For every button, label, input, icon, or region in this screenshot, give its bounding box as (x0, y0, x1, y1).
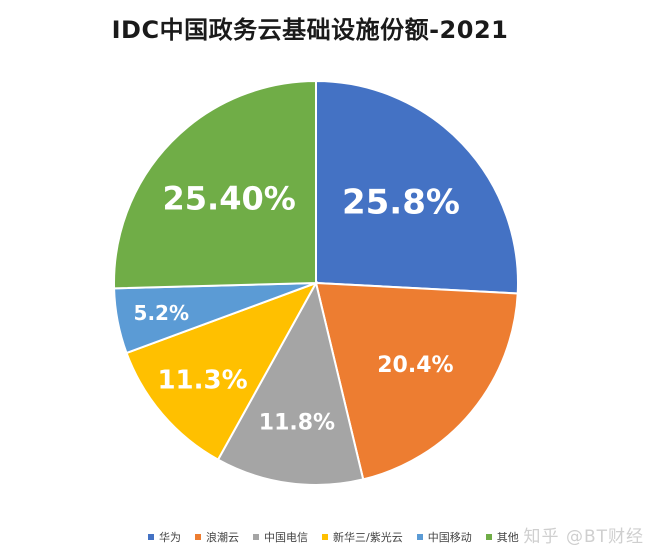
data-label-4: 11.3% (157, 365, 247, 395)
legend-label: 新华三/紫光云 (333, 531, 403, 544)
legend-item-3: 中国电信 (253, 529, 308, 545)
data-label-5: 5.2% (134, 301, 189, 325)
pie-slice-3 (216, 280, 365, 486)
data-label-2: 20.4% (377, 353, 453, 378)
legend-label: 华为 (159, 531, 181, 544)
legend-item-6: 其他 (485, 529, 519, 545)
pie-slice-1 (315, 79, 519, 295)
legend-label: 中国移动 (427, 531, 472, 544)
legend-item-2: 浪潮云 (195, 529, 239, 545)
legend-label: 中国电信 (264, 531, 308, 544)
legend-swatch-icon (148, 534, 154, 540)
legend-label: 浪潮云 (206, 531, 239, 544)
data-label-6: 25.40% (163, 179, 296, 217)
data-label-3: 11.8% (259, 411, 335, 436)
watermark-text: 知乎 @BT财经 (523, 527, 644, 547)
pie-slice-6 (113, 79, 317, 290)
legend-swatch-icon (416, 534, 423, 540)
legend-item-4: 新华三/紫光云 (322, 529, 403, 545)
data-label-1: 25.8% (342, 182, 460, 222)
legend-swatch-icon (485, 534, 492, 540)
legend-item-1: 华为 (148, 529, 181, 545)
legend-item-5: 中国移动 (416, 529, 472, 545)
legend-swatch-icon (253, 534, 259, 540)
legend-swatch-icon (195, 534, 201, 540)
legend-label: 其他 (496, 531, 519, 544)
legend-swatch-icon (322, 534, 328, 540)
pie-slice-4 (125, 281, 319, 462)
chart-legend: 华为 浪潮云 中国电信 新华三/紫光云 中国移动 其他 (148, 529, 533, 545)
chart-title: IDC中国政务云基础设施份额-2021 (111, 16, 509, 44)
pie-slice-2 (314, 281, 519, 481)
